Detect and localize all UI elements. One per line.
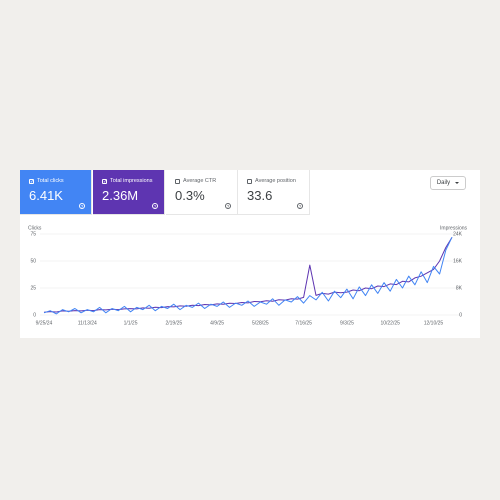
- metric-label: Average position: [255, 178, 296, 184]
- y-tick-label: 25: [30, 285, 36, 291]
- metric-value: 0.3%: [175, 188, 205, 203]
- metric-value: 33.6: [247, 188, 273, 203]
- x-tick-label: 9/25/24: [36, 320, 53, 326]
- series-line: [43, 237, 453, 313]
- x-tick-label: 9/3/25: [340, 320, 354, 326]
- x-tick-label: 12/10/25: [424, 320, 444, 326]
- dropdown-label: Daily: [436, 180, 451, 186]
- y2-tick-label: 8K: [456, 285, 463, 291]
- series-line: [43, 236, 453, 315]
- x-tick-label: 11/13/24: [78, 320, 97, 326]
- y2-tick-label: 0: [459, 312, 462, 318]
- x-tick-label: 5/28/25: [252, 320, 269, 326]
- metric-value: 6.41K: [29, 188, 63, 203]
- y-tick-label: 50: [30, 258, 36, 264]
- metric-label: Total clicks: [37, 178, 64, 184]
- x-tick-label: 7/16/25: [295, 320, 312, 326]
- y-tick-label: 75: [30, 231, 36, 237]
- y2-tick-label: 16K: [453, 258, 463, 264]
- x-tick-label: 2/19/25: [165, 320, 182, 326]
- y-tick-label: 0: [33, 312, 36, 318]
- metric-card[interactable]: Average position 33.6 ?: [238, 170, 310, 215]
- x-tick-label: 4/9/25: [210, 320, 224, 326]
- granularity-dropdown[interactable]: Daily: [430, 176, 466, 190]
- metric-value: 2.36M: [102, 188, 139, 203]
- x-tick-label: 10/22/25: [380, 320, 400, 326]
- y2-tick-label: 24K: [453, 231, 463, 237]
- metric-card[interactable]: ✓ Total impressions 2.36M ?: [93, 170, 165, 215]
- metric-card[interactable]: Average CTR 0.3% ?: [166, 170, 238, 215]
- y2-axis-title: Impressions: [440, 225, 467, 231]
- x-tick-label: 1/1/25: [124, 320, 138, 326]
- metric-label: Total impressions: [110, 178, 153, 184]
- metric-card[interactable]: ✓ Total clicks 6.41K ?: [20, 170, 92, 215]
- metric-label: Average CTR: [183, 178, 217, 184]
- y-axis-title: Clicks: [28, 225, 42, 231]
